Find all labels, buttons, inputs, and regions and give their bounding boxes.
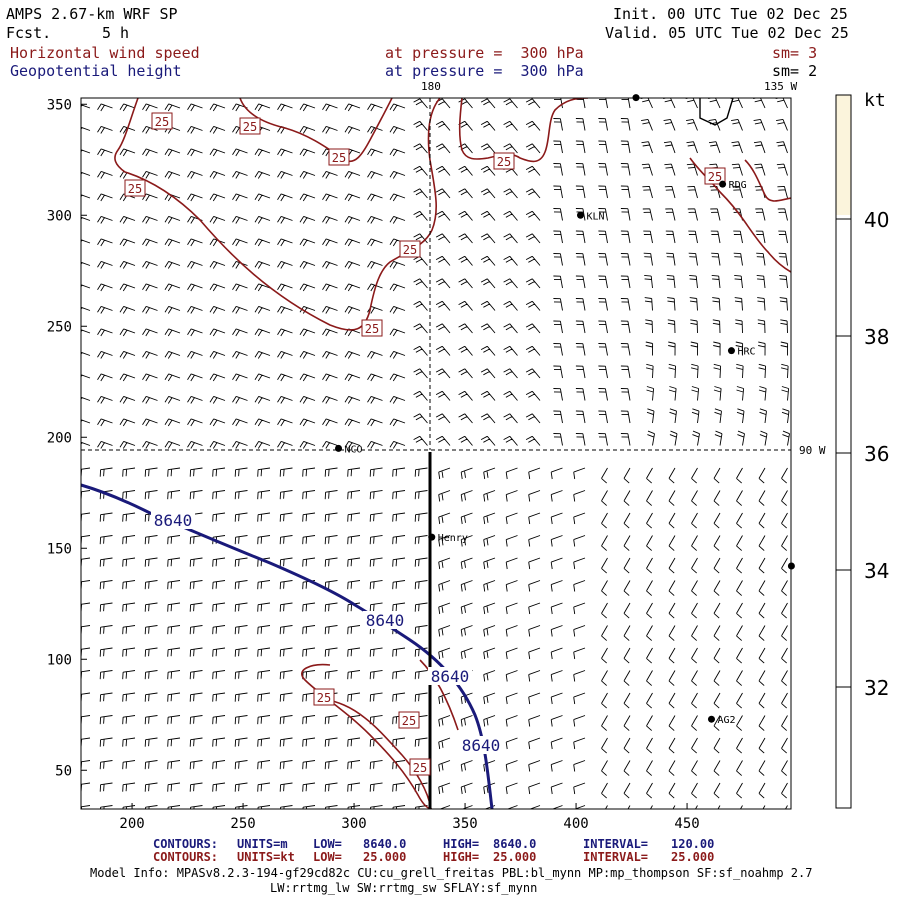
colorbar-tick-label: 32: [864, 676, 889, 700]
y-tick-label: 150: [47, 541, 72, 557]
station-dot: [727, 347, 735, 355]
model-info: Model Info: MPASv8.2.3-194-gf29cd82c CU:…: [90, 866, 813, 880]
station-dot: [707, 715, 715, 723]
meridian-lines: [81, 98, 791, 451]
smoothing-1: sm= 3: [772, 44, 818, 62]
x-tick-label: 400: [563, 816, 588, 832]
wind-speed-contours: [114, 98, 791, 809]
y-tick-label: 100: [47, 652, 72, 668]
wind-contour-label: 25: [497, 155, 511, 169]
y-tick-label: 250: [47, 319, 72, 335]
wind-contour-label: 25: [413, 761, 427, 775]
forecast-label: Fcst.: [6, 24, 52, 42]
colorbar: 32 34 36 38 40: [835, 94, 889, 809]
wind-contour-label: 25: [128, 182, 142, 196]
colorbar-tick-label: 34: [864, 559, 889, 583]
station-label: RDG: [729, 180, 747, 191]
height-contour-label: 8640: [154, 511, 193, 530]
colorbar-tick-label: 36: [864, 442, 889, 466]
height-contour-label: 8640: [462, 736, 501, 755]
height-contour-label: 8640: [366, 611, 405, 630]
x-tick-label: 300: [341, 816, 366, 832]
model-title: AMPS 2.67-km WRF SP: [6, 5, 178, 23]
wind-contour-label: 25: [332, 151, 346, 165]
station-dot: [632, 94, 640, 102]
station-label: KLN: [587, 211, 605, 222]
field-wind-speed: Horizontal wind speed: [10, 44, 200, 62]
smoothing-2: sm= 2: [772, 62, 818, 80]
colorbar-unit: kt: [864, 90, 886, 111]
colorbar-tick-label: 38: [864, 325, 889, 349]
wind-contour-label: 25: [365, 322, 379, 336]
init-time: Init. 00 UTC Tue 02 Dec 25: [613, 5, 848, 23]
wind-barb-field: [81, 98, 790, 809]
pressure-2: at pressure = 300 hPa: [385, 62, 584, 80]
wind-barbs: [81, 98, 790, 809]
station-dot: [719, 180, 727, 188]
axes: 200 250 300 350 400 450 50 100 150 200 250 300 350: [47, 97, 700, 832]
valid-time: Valid. 05 UTC Tue 02 Dec 25: [605, 24, 849, 42]
y-tick-label: 350: [47, 97, 72, 113]
x-tick-label: 200: [119, 816, 144, 832]
meridian-label-90w: 90 W: [799, 444, 826, 457]
station-label: AG2: [717, 715, 735, 726]
colorbar-fill: [836, 95, 851, 215]
wind-contour-label: 25: [402, 714, 416, 728]
contour-labels: 25 25 25 25 25 25 25 25 25 25 25 8640 8640 8640 8640: [124, 112, 726, 776]
x-tick-label: 450: [674, 816, 699, 832]
field-geopotential: Geopotential height: [10, 62, 182, 80]
x-tick-label: 350: [452, 816, 477, 832]
station-label: NCO: [345, 444, 363, 455]
forecast-value: 5 h: [102, 24, 130, 42]
coastline: [699, 98, 734, 126]
x-tick-label: 250: [230, 816, 255, 832]
meridian-label-135w: 135 W: [764, 80, 798, 93]
station-dot: [787, 562, 795, 570]
meridian-label-180: 180: [421, 80, 441, 93]
wind-contour-label: 25: [243, 120, 257, 134]
plot-frame: [80, 97, 792, 810]
height-contour-label: 8640: [431, 667, 470, 686]
colorbar-frame: [835, 94, 852, 809]
colorbar-tick-label: 40: [864, 208, 889, 232]
y-tick-label: 300: [47, 208, 72, 224]
station-label: HRC: [737, 347, 755, 358]
station-dot: [577, 211, 584, 219]
wind-contour-label: 25: [708, 170, 722, 184]
y-tick-label: 50: [55, 763, 72, 779]
station-label: Henry: [438, 533, 468, 544]
wind-contour-label: 25: [317, 691, 331, 705]
wind-contour-label: 25: [155, 115, 169, 129]
y-tick-label: 200: [47, 430, 72, 446]
wind-contour-label: 25: [403, 243, 417, 257]
station-dot: [428, 533, 436, 541]
model-info-2: LW:rrtmg_lw SW:rrtmg_sw SFLAY:sf_mynn: [270, 881, 538, 895]
pressure-1: at pressure = 300 hPa: [385, 44, 584, 62]
station-dot: [335, 444, 343, 452]
stations: NCO Henry KLN RDG HRC AG2: [335, 94, 795, 726]
